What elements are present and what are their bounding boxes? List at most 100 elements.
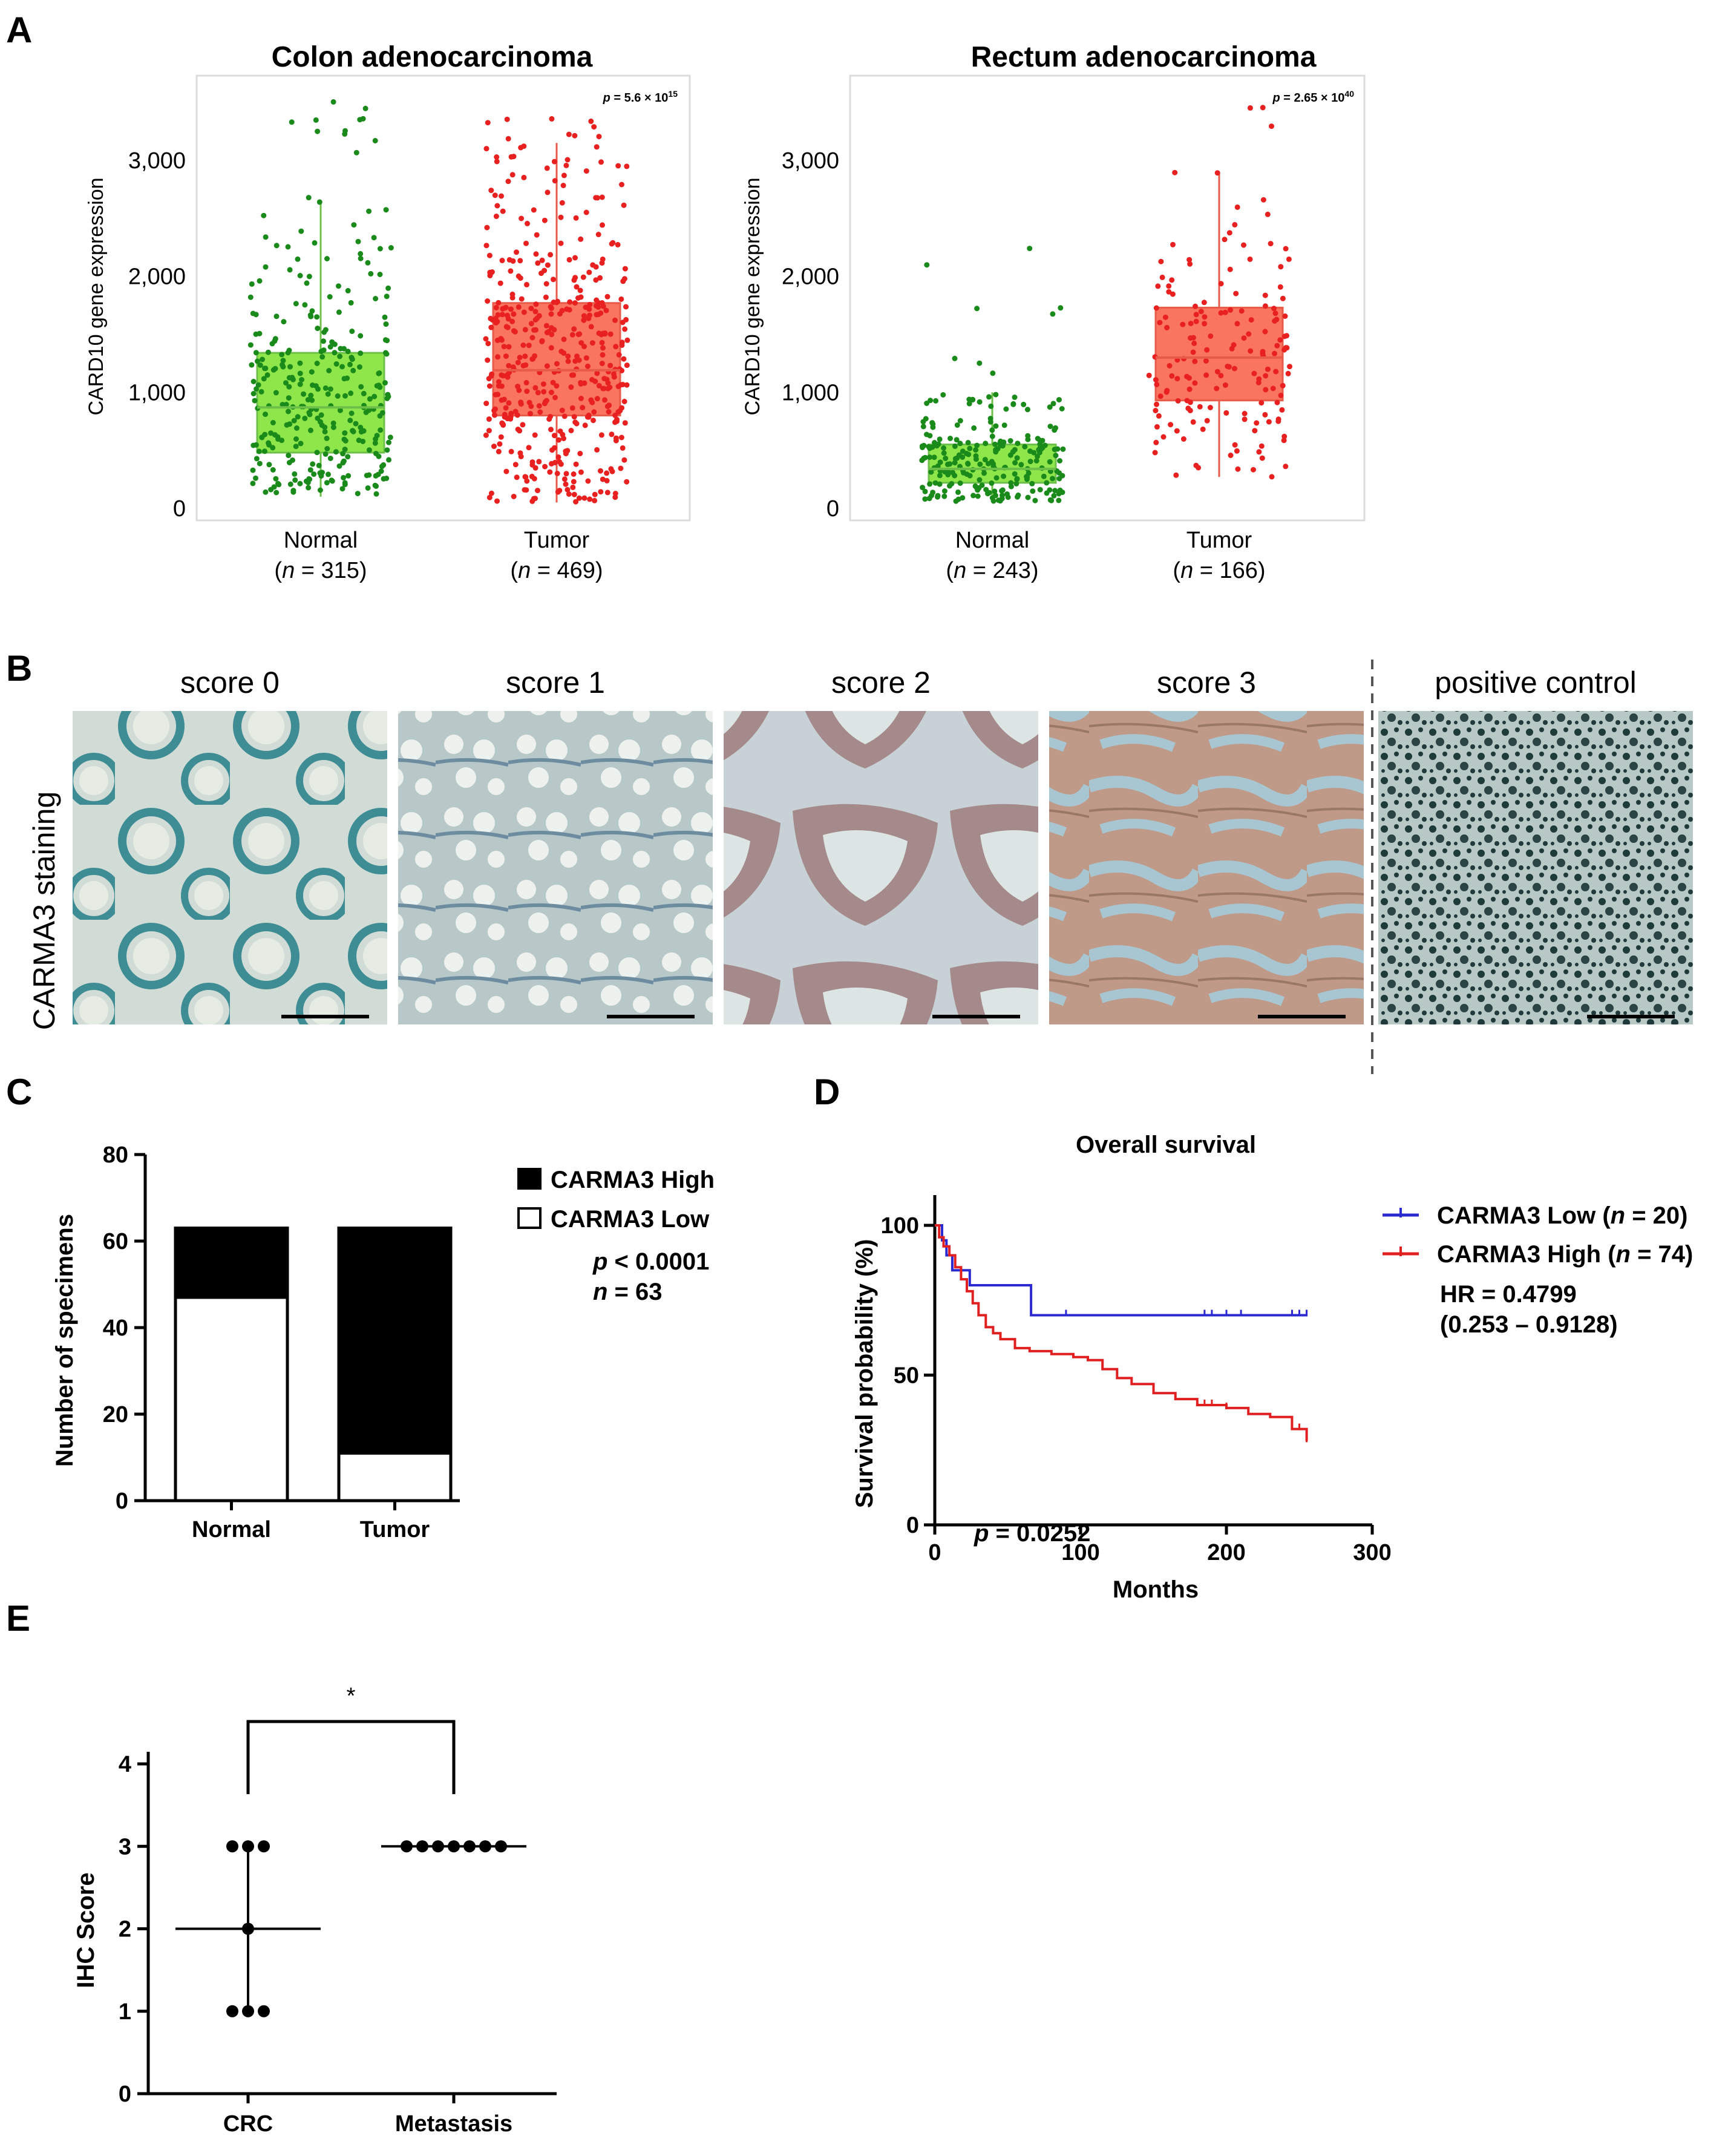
data-point <box>604 293 610 300</box>
data-point <box>1252 428 1258 434</box>
x-axis-label: Months <box>1113 1576 1199 1603</box>
data-point <box>615 163 621 169</box>
data-point <box>1060 446 1066 452</box>
data-point <box>311 471 317 477</box>
data-point <box>312 240 318 246</box>
data-point <box>355 238 361 244</box>
data-point <box>358 255 364 261</box>
data-point <box>600 303 606 309</box>
data-point <box>382 314 388 320</box>
data-point <box>1015 441 1021 447</box>
data-point <box>1047 404 1053 410</box>
data-point <box>250 442 257 448</box>
data-point <box>1271 306 1277 312</box>
data-point <box>383 207 389 213</box>
data-point <box>1248 348 1254 354</box>
data-point <box>1157 319 1163 326</box>
data-point <box>970 396 975 402</box>
data-point <box>1246 331 1252 337</box>
data-point <box>929 420 935 426</box>
data-point <box>1059 473 1065 479</box>
y-axis-label: Survival probability (%) <box>851 1239 878 1509</box>
data-point <box>499 420 505 426</box>
data-point <box>1263 387 1269 393</box>
data-point <box>533 251 539 257</box>
data-point <box>569 405 575 411</box>
data-point <box>1260 105 1266 111</box>
data-point <box>618 434 624 441</box>
data-point <box>1231 342 1237 348</box>
data-point <box>1166 289 1172 295</box>
data-point <box>1255 379 1262 385</box>
data-point <box>928 398 934 404</box>
data-point <box>257 278 263 284</box>
data-point <box>1202 321 1208 327</box>
data-point <box>555 437 561 443</box>
data-point <box>989 480 995 486</box>
data-point <box>1174 376 1180 382</box>
data-point <box>280 358 286 364</box>
data-point <box>577 287 583 293</box>
data-point <box>322 451 329 457</box>
data-point <box>366 208 372 214</box>
data-point <box>262 431 268 437</box>
data-point <box>512 329 518 335</box>
data-point <box>1214 385 1220 392</box>
data-point <box>281 319 287 325</box>
data-point <box>1193 303 1198 309</box>
data-point <box>583 168 589 174</box>
data-point <box>604 477 610 483</box>
data-point <box>531 476 537 482</box>
data-point <box>1180 321 1186 327</box>
data-point <box>287 481 293 487</box>
data-point <box>226 2005 238 2017</box>
data-point <box>1037 437 1043 444</box>
data-point <box>329 478 335 484</box>
data-point <box>324 256 330 261</box>
data-point <box>583 355 589 361</box>
data-point <box>286 408 291 414</box>
data-point <box>368 270 374 277</box>
data-point <box>622 326 628 332</box>
data-point <box>532 496 538 502</box>
data-point <box>304 280 310 286</box>
data-point <box>503 405 509 411</box>
y-tick-label: 1,000 <box>782 380 839 405</box>
colon-chart: Colon adenocarcinoma CARD10 gene express… <box>85 41 691 583</box>
data-point <box>298 441 304 447</box>
data-point <box>401 1840 413 1853</box>
data-point <box>536 459 542 465</box>
data-point <box>956 452 962 458</box>
data-point <box>260 356 265 362</box>
legend-label-high: CARMA3 High (n = 74) <box>1437 1241 1693 1268</box>
x-tick-label: 300 <box>1353 1540 1391 1565</box>
data-point <box>580 405 586 411</box>
data-point <box>1190 419 1196 425</box>
data-point <box>321 338 326 344</box>
data-point <box>1027 246 1033 252</box>
y-tick-label: 2 <box>119 1917 131 1942</box>
data-point <box>606 409 612 414</box>
data-point <box>324 480 330 486</box>
data-point <box>524 388 530 395</box>
data-point <box>561 413 568 419</box>
plot-frame <box>195 74 691 522</box>
data-point <box>1170 291 1176 297</box>
data-point <box>924 262 930 268</box>
data-point <box>1251 370 1257 376</box>
data-point <box>374 383 380 389</box>
data-point <box>307 476 313 482</box>
data-point <box>521 309 527 315</box>
data-point <box>987 416 993 422</box>
legend-swatch-low <box>517 1207 542 1229</box>
data-point <box>336 463 342 469</box>
data-point <box>327 386 333 392</box>
data-point <box>253 312 259 318</box>
data-point <box>571 491 577 497</box>
data-point <box>565 487 571 493</box>
data-point <box>565 358 571 364</box>
data-point <box>1274 316 1280 323</box>
data-point <box>559 307 565 313</box>
data-point <box>358 384 364 390</box>
data-point <box>1008 480 1014 486</box>
